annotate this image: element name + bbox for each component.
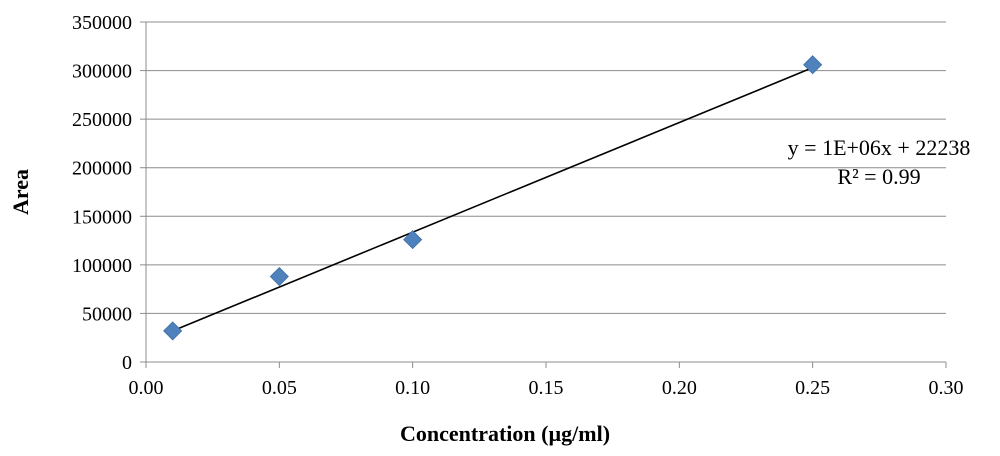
trendline-r-squared: R² = 0.99 bbox=[837, 164, 920, 189]
data-points bbox=[163, 55, 823, 341]
x-tick-label: 0.05 bbox=[262, 377, 297, 399]
x-tick-label: 0.00 bbox=[129, 377, 164, 399]
y-tick-label: 50000 bbox=[82, 303, 132, 325]
axes bbox=[140, 21, 947, 368]
gridlines bbox=[146, 21, 946, 314]
data-point bbox=[403, 230, 423, 250]
x-tick-label: 0.10 bbox=[395, 377, 430, 399]
data-point bbox=[269, 266, 289, 287]
x-tick-label: 0.20 bbox=[662, 377, 697, 399]
y-tick-label: 200000 bbox=[72, 158, 132, 180]
y-axis-title: Area bbox=[8, 169, 33, 215]
data-point bbox=[803, 55, 823, 75]
x-tick-label: 0.25 bbox=[795, 377, 830, 399]
tick-labels: 0 50000 100000 150000 200000 250000 300000 3500… bbox=[72, 12, 964, 399]
y-tick-label: 150000 bbox=[72, 206, 132, 228]
y-tick-label: 250000 bbox=[72, 109, 132, 131]
trendline-group bbox=[172, 66, 813, 332]
y-tick-label: 350000 bbox=[72, 12, 132, 34]
y-tick-label: 100000 bbox=[72, 255, 132, 277]
x-tick-label: 0.15 bbox=[529, 377, 564, 399]
data-point bbox=[163, 321, 183, 341]
trendline-equation: y = 1E+06x + 22238 bbox=[788, 135, 971, 160]
y-tick-label: 0 bbox=[122, 352, 132, 374]
x-axis-title: Concentration (µg/ml) bbox=[400, 421, 610, 446]
trendline bbox=[172, 66, 813, 332]
x-tick-label: 0.30 bbox=[929, 377, 964, 399]
y-tick-label: 300000 bbox=[72, 61, 132, 83]
